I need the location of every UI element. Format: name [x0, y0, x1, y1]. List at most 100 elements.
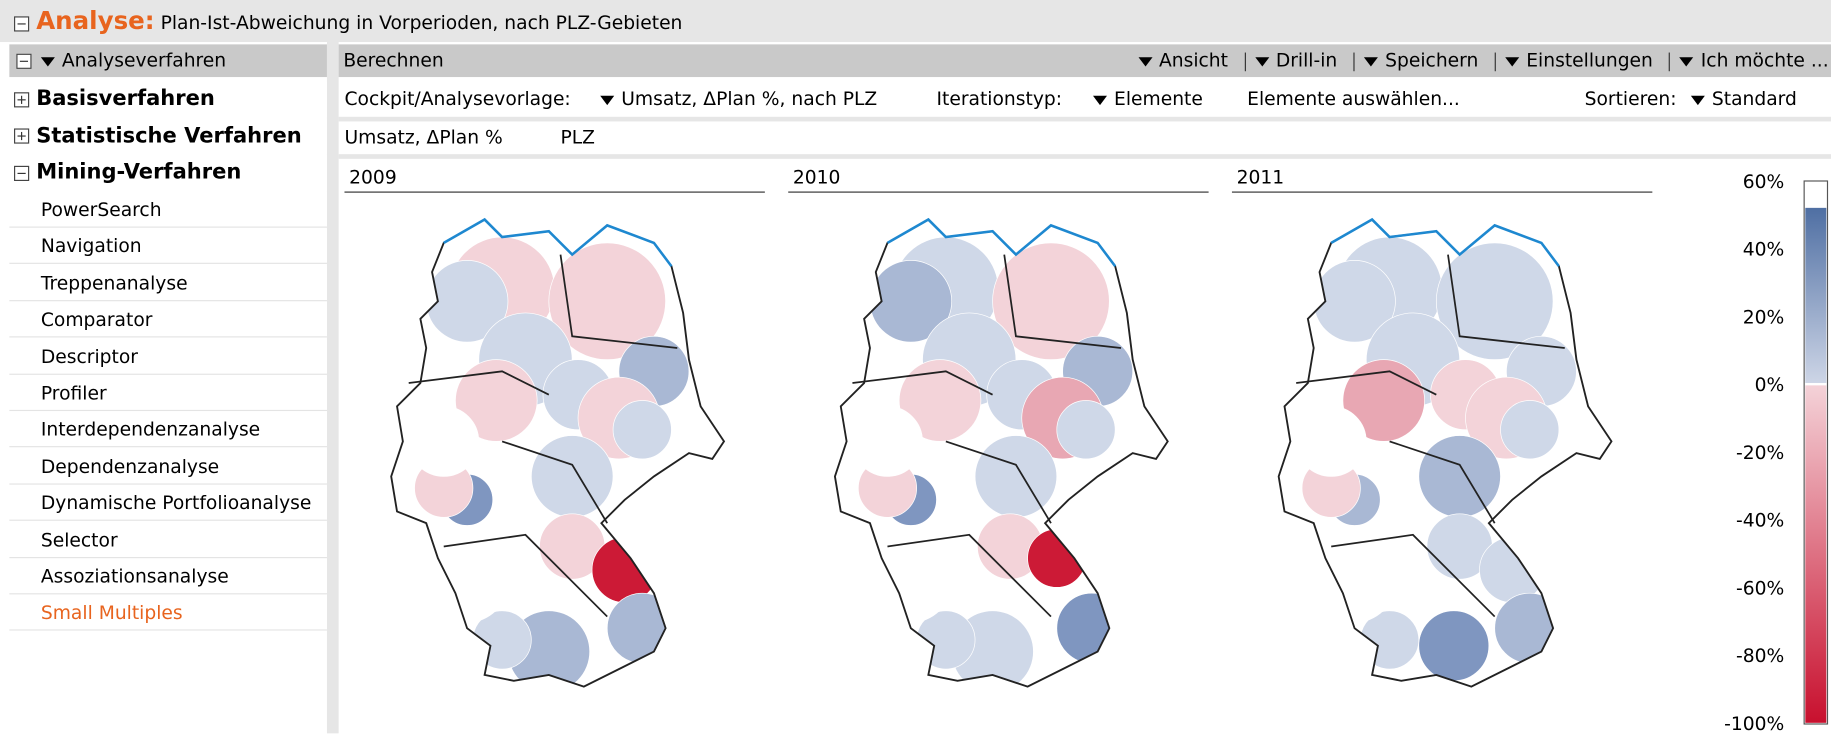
- map-region: [612, 400, 672, 460]
- breadcrumb-dimension[interactable]: PLZ: [560, 126, 595, 149]
- toolbar-menu[interactable]: Ich möchte ...: [1677, 49, 1829, 71]
- map-region: [869, 540, 953, 623]
- sidebar-group-text: Basisverfahren: [36, 86, 215, 111]
- map-border: [887, 533, 1052, 618]
- map-border: [945, 440, 1052, 524]
- toolbar: Berechnen Ansicht Drill-in Speichern Einste…: [338, 44, 1831, 78]
- map-region: [1435, 242, 1554, 361]
- toolbar-menu-text: Drill-in: [1275, 49, 1338, 72]
- map-region: [1500, 400, 1560, 460]
- dropdown-icon: [1505, 56, 1520, 66]
- sidebar-group[interactable]: Mining-Verfahren: [9, 155, 327, 191]
- map-region: [1418, 610, 1490, 682]
- legend-label: -80%: [1736, 644, 1785, 667]
- dropdown-icon: [40, 56, 55, 66]
- sidebar-item[interactable]: Interdependenzanalyse: [9, 412, 327, 448]
- map-region: [1056, 592, 1128, 664]
- map-border: [852, 370, 993, 396]
- sort-label: Sortieren:: [1584, 87, 1677, 110]
- sidebar-item[interactable]: Small Multiples: [9, 595, 327, 632]
- toolbar-menu[interactable]: Ansicht: [1136, 49, 1228, 71]
- sidebar-group[interactable]: Statistische Verfahren: [9, 118, 327, 154]
- iteration-label: Iterationstyp:: [936, 87, 1063, 110]
- map-border: [1389, 440, 1496, 524]
- sidebar-item[interactable]: Descriptor: [9, 339, 327, 375]
- map-region: [1295, 406, 1367, 477]
- map-region: [1342, 359, 1425, 442]
- map-region: [898, 359, 982, 442]
- separator: [1494, 51, 1496, 71]
- map-border: [443, 533, 608, 618]
- sidebar-item[interactable]: Assoziationsanalyse: [9, 559, 327, 595]
- collapse-icon[interactable]: [16, 53, 32, 69]
- toolbar-action[interactable]: Berechnen: [343, 49, 444, 72]
- sidebar-heading[interactable]: Analyseverfahren: [9, 44, 327, 78]
- header-bar: [0, 0, 1831, 43]
- toolbar-menus: Ansicht Drill-in Speichern Einstellungen Ich…: [1136, 44, 1829, 77]
- map-region: [1418, 435, 1501, 518]
- sidebar-item[interactable]: Comparator: [9, 302, 327, 338]
- legend-positive: [1805, 207, 1827, 384]
- coastline: [1330, 217, 1560, 268]
- divider: [338, 154, 1831, 159]
- sidebar-heading-text: Analyseverfahren: [61, 49, 227, 72]
- sort-select[interactable]: Standard: [1689, 82, 1797, 117]
- coastline: [886, 217, 1117, 268]
- select-elements[interactable]: Elemente auswählen...: [1247, 87, 1460, 110]
- sort-value: Standard: [1711, 87, 1797, 110]
- map-region: [548, 242, 666, 361]
- iteration-select[interactable]: Elemente: [1091, 82, 1203, 117]
- legend-label: 60%: [1742, 170, 1785, 193]
- panel-title: 2011: [1231, 163, 1653, 193]
- options-bar: Cockpit/Analysevorlage: Umsatz, ΔPlan %,…: [339, 82, 1831, 117]
- header: Analyse: Plan-Ist-Abweichung in Vorperio…: [14, 5, 682, 40]
- map-region: [530, 435, 614, 518]
- map: [390, 217, 725, 688]
- toolbar-menu[interactable]: Drill-in: [1252, 49, 1337, 71]
- sidebar-item[interactable]: Treppenanalyse: [9, 266, 327, 302]
- separator: [1669, 51, 1671, 71]
- toolbar-menu[interactable]: Einstellungen: [1503, 49, 1653, 71]
- sidebar-item[interactable]: Selector: [9, 522, 327, 558]
- template-value: Umsatz, ΔPlan %, nach PLZ: [621, 87, 878, 110]
- map-border: [501, 440, 608, 524]
- map: [833, 217, 1169, 688]
- map-region: [992, 242, 1110, 361]
- map-regions: [1295, 236, 1577, 682]
- collapse-icon[interactable]: [14, 16, 30, 32]
- legend-negative: [1805, 385, 1827, 723]
- map-region: [1056, 400, 1116, 460]
- sidebar-item[interactable]: PowerSearch: [9, 192, 327, 228]
- map-border: [408, 370, 550, 396]
- expand-icon[interactable]: [14, 128, 30, 144]
- dropdown-icon: [1137, 56, 1152, 66]
- breadcrumb-measure[interactable]: Umsatz, ΔPlan %: [344, 126, 503, 149]
- breadcrumb: Umsatz, ΔPlan % PLZ: [339, 121, 1831, 154]
- splitter: [326, 42, 339, 734]
- template-select[interactable]: Umsatz, ΔPlan %, nach PLZ: [598, 82, 877, 117]
- sidebar-item[interactable]: Dependenzanalyse: [9, 449, 327, 485]
- legend-label: 20%: [1742, 305, 1785, 329]
- sidebar-item[interactable]: Dynamische Portfolioanalyse: [9, 485, 327, 522]
- sidebar-group[interactable]: Basisverfahren: [9, 81, 327, 117]
- sidebar-item[interactable]: Navigation: [9, 229, 327, 265]
- map-border: [559, 254, 678, 349]
- dropdown-icon: [1679, 56, 1694, 66]
- separator: [1353, 51, 1355, 71]
- legend-label: 40%: [1742, 238, 1785, 261]
- sidebar-group-text: Statistische Verfahren: [36, 123, 302, 148]
- panel-title: 2009: [344, 163, 765, 193]
- sidebar-item[interactable]: Profiler: [9, 376, 327, 412]
- map-border: [1003, 254, 1122, 349]
- map-region: [974, 435, 1058, 518]
- template-label: Cockpit/Analysevorlage:: [344, 87, 571, 110]
- map-region: [425, 540, 509, 623]
- expand-icon[interactable]: [14, 91, 30, 107]
- map-region: [852, 406, 923, 477]
- toolbar-menu[interactable]: Speichern: [1362, 49, 1478, 71]
- toolbar-menu-text: Einstellungen: [1526, 49, 1653, 72]
- iteration-value: Elemente: [1114, 87, 1203, 110]
- expand-icon[interactable]: [14, 165, 30, 181]
